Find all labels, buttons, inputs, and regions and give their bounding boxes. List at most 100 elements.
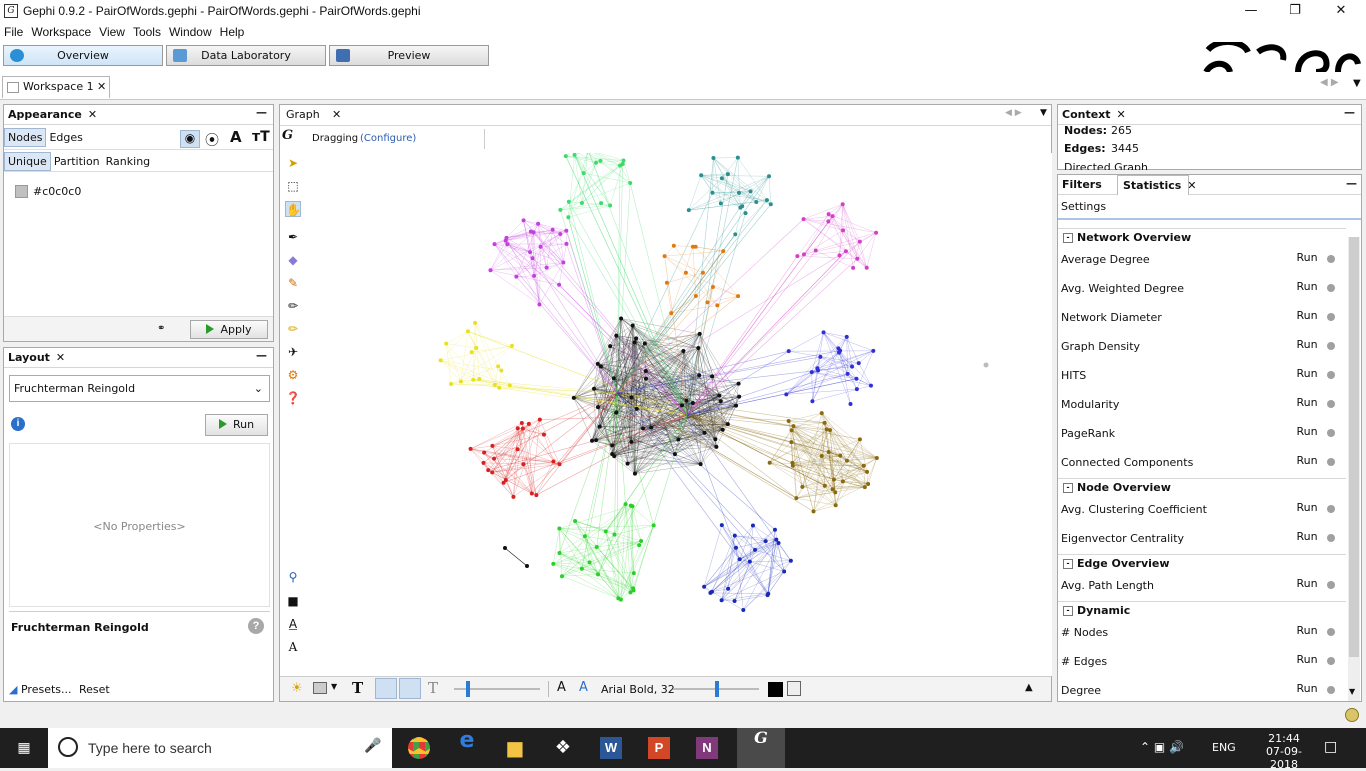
section-edge-overview[interactable]: -Edge Overview [1058,554,1346,572]
language-indicator[interactable]: ENG [1212,741,1236,754]
menu-tools[interactable]: Tools [129,23,165,39]
overview-button[interactable]: Overview [3,45,163,66]
zoom-icon[interactable]: ⚲ [285,569,301,585]
background-color-icon[interactable]: ■ [285,593,301,609]
diamond-icon[interactable]: ◆ [285,252,301,268]
tab-unique[interactable]: Unique [4,152,51,171]
info-icon[interactable]: i [11,417,25,431]
slider-thumb[interactable] [466,681,470,697]
tab-statistics[interactable]: Statistics✕ [1117,175,1189,195]
close-button[interactable]: ✕ [1318,0,1364,23]
close-icon[interactable]: ✕ [88,108,97,121]
word-icon[interactable]: W [587,728,635,768]
label-color-icon[interactable]: A [230,128,242,146]
presets-button[interactable]: Presets... [21,683,72,696]
windows-start-icon[interactable]: ▦ [0,728,48,768]
font-icon[interactable]: A [285,639,301,655]
color-swatch[interactable] [15,185,28,198]
collapse-icon[interactable]: - [1063,233,1073,243]
close-icon[interactable]: ✕ [97,80,106,93]
tab-list-icon[interactable]: ▼ [1353,78,1361,89]
collapse-icon[interactable]: - [1063,559,1073,569]
minimize-icon[interactable]: — [1346,177,1357,190]
run-button[interactable]: Run [1292,394,1322,414]
close-icon[interactable]: ✕ [56,351,65,364]
tab-scroll-arrows[interactable]: ◀ ▶ [1320,77,1339,88]
run-button[interactable]: Run [1292,336,1322,356]
tab-list-icon[interactable]: ▼ [1040,108,1047,118]
network-graph[interactable] [307,153,1052,676]
onenote-icon[interactable]: N [683,728,731,768]
action-center-icon[interactable]: □ [1324,739,1337,755]
minimize-icon[interactable]: — [256,349,267,362]
drag-hand-icon[interactable]: ✋ [285,201,301,217]
chrome-icon[interactable] [395,728,443,768]
edge-labels-icon[interactable]: T [428,679,438,697]
run-button[interactable]: Run [1292,680,1322,700]
data-laboratory-button[interactable]: Data Laboratory [166,45,326,66]
edge-color-icon[interactable] [399,678,421,699]
run-button[interactable]: Run [1292,651,1322,671]
file-explorer-icon[interactable]: ■ [491,728,539,768]
label-size-slider[interactable] [673,688,759,690]
section-network-overview[interactable]: -Network Overview [1058,228,1346,246]
apply-button[interactable]: Apply [190,320,268,339]
text-color-icon[interactable]: A [285,616,301,632]
run-button[interactable]: Run [1292,499,1322,519]
screenshot-icon[interactable] [313,682,327,694]
collapse-icon[interactable]: - [1063,606,1073,616]
section-dynamic[interactable]: -Dynamic [1058,601,1346,619]
edge-weight-slider[interactable] [454,688,540,690]
section-node-overview[interactable]: -Node Overview [1058,478,1346,496]
select-arrow-icon[interactable]: ➤ [285,155,301,171]
menu-window[interactable]: Window [165,23,216,39]
gephi-taskbar-icon[interactable]: G [737,728,785,768]
heat-map-icon[interactable]: ⚙ [285,367,301,383]
edge-pencil-icon[interactable]: ✏ [285,321,301,337]
palette-icon[interactable]: ◉ [180,130,200,148]
tab-filters[interactable]: Filters [1062,178,1102,191]
label-settings-icon[interactable] [787,681,801,696]
painter-icon[interactable]: ✎ [285,275,301,291]
menu-help[interactable]: Help [216,23,249,39]
run-button[interactable]: Run [1292,278,1322,298]
expand-icon[interactable]: ▲ [1025,682,1033,693]
font-size-icon[interactable]: A [557,680,566,695]
maximize-button[interactable]: ❐ [1272,0,1318,23]
stats-scrollbar[interactable]: ▼ [1348,237,1360,701]
tab-graph[interactable]: Graph [286,108,320,121]
dropbox-icon[interactable]: ❖ [539,728,587,768]
settings-link[interactable]: Settings [1061,200,1106,213]
reset-button[interactable]: Reset [79,683,110,696]
close-icon[interactable]: ✕ [1187,179,1196,192]
run-button[interactable]: Run [1292,452,1322,472]
run-button[interactable]: Run [1292,423,1322,443]
chevron-down-icon[interactable]: ▼ [1349,687,1355,696]
tab-ranking[interactable]: Ranking [103,153,154,170]
close-icon[interactable]: ✕ [1117,108,1126,121]
brush-icon[interactable]: ✒ [285,229,301,245]
graph-canvas[interactable] [307,153,1052,676]
lightbulb-icon[interactable]: ☀ [291,681,303,696]
configure-link[interactable]: (Configure) [360,133,416,144]
run-button[interactable]: Run [1292,528,1322,548]
microphone-icon[interactable]: 🎤 [364,738,381,754]
font-scale-icon[interactable]: A [579,680,588,695]
help-icon[interactable]: ? [248,618,264,634]
font-label[interactable]: Arial Bold, 32 [601,683,675,696]
tab-scroll-arrows[interactable]: ◀ ▶ [1005,108,1022,118]
help-cursor-icon[interactable]: ❓ [285,390,301,406]
run-button[interactable]: Run [1292,622,1322,642]
system-tray-icons[interactable]: ⌃ ▣ 🔊 [1140,740,1184,754]
pencil-icon[interactable]: ✏ [285,298,301,314]
collapse-icon[interactable]: - [1063,483,1073,493]
shortest-path-icon[interactable]: ✈ [285,344,301,360]
chevron-down-icon[interactable]: ▼ [331,682,337,691]
tab-nodes[interactable]: Nodes [4,128,46,147]
run-button[interactable]: Run [1292,249,1322,269]
slider-thumb[interactable] [715,681,719,697]
minimize-icon[interactable]: — [256,106,267,119]
minimize-button[interactable]: — [1228,0,1274,23]
scrollbar-thumb[interactable] [1349,237,1359,657]
label-size-icon[interactable]: ᴛT [252,129,270,145]
